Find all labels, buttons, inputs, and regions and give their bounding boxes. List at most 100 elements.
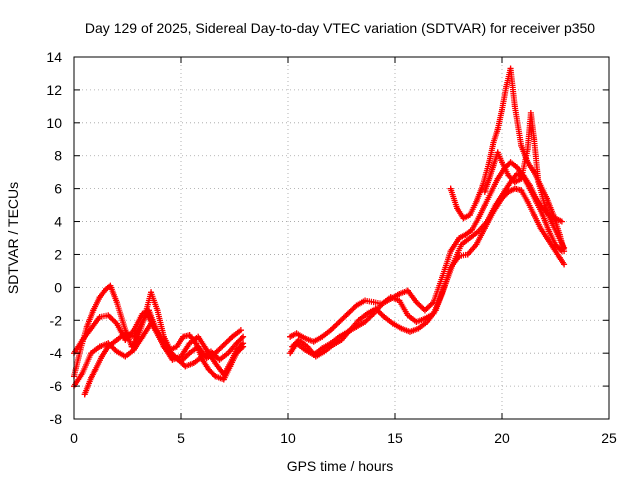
data-point: [240, 333, 247, 340]
data-point: [464, 251, 471, 258]
data-point: [447, 248, 454, 255]
data-point: [173, 343, 180, 350]
series-trace-4: [71, 282, 247, 383]
data-point: [561, 261, 568, 268]
data-point: [527, 109, 534, 116]
data-point: [141, 313, 148, 320]
data-point: [381, 313, 388, 320]
data-point: [543, 235, 550, 241]
data-point: [526, 185, 533, 192]
data-point: [113, 299, 120, 306]
data-point: [499, 106, 505, 113]
data-point: [344, 310, 351, 317]
data-point: [319, 333, 326, 340]
data-point: [212, 373, 219, 380]
data-point: [413, 318, 420, 325]
data-point: [167, 346, 174, 353]
grid: [74, 57, 609, 419]
data-point: [178, 353, 184, 360]
data-point: [389, 320, 396, 327]
y-tick-label: -2: [50, 312, 63, 328]
data-point: [154, 307, 161, 314]
data-point: [552, 241, 559, 248]
data-point: [220, 376, 227, 383]
data-point: [130, 346, 137, 353]
data-point: [287, 333, 294, 340]
y-tick-label: -4: [50, 345, 63, 361]
data-point: [135, 333, 142, 340]
data-point: [494, 175, 501, 182]
data-point: [362, 318, 369, 325]
data-point: [507, 159, 514, 166]
data-point: [458, 241, 465, 248]
data-point: [505, 172, 512, 179]
data-point: [347, 327, 354, 334]
data-point: [105, 343, 112, 350]
data-point: [122, 353, 129, 360]
x-tick-label: 10: [280, 430, 296, 446]
data-point: [192, 340, 199, 347]
y-tick-label: 14: [46, 49, 62, 65]
data-point: [237, 327, 244, 334]
data-point: [396, 290, 403, 297]
data-point: [466, 235, 473, 241]
data-point: [379, 300, 386, 307]
data-point: [494, 149, 501, 156]
data-point: [481, 188, 488, 195]
data-point: [295, 337, 302, 344]
y-tick-label: 8: [54, 148, 62, 164]
data-point: [535, 179, 542, 186]
data-point: [490, 162, 497, 169]
data-point: [220, 341, 227, 348]
data-point: [96, 343, 103, 350]
series-trace-3: [81, 310, 247, 398]
axes: 0 5 10 15 20 25 -8 -6 -4 -2 0 2 4 6 8 10 12 14: [46, 49, 617, 446]
data-point: [541, 202, 548, 209]
data-point: [327, 327, 334, 334]
data-point: [486, 159, 493, 166]
data-point: [92, 366, 99, 373]
data-point: [503, 83, 510, 90]
data-point: [518, 142, 525, 149]
data-point: [406, 328, 413, 335]
data-point: [511, 103, 518, 110]
y-tick-label: 0: [54, 279, 62, 295]
data-point: [203, 346, 210, 353]
data-point: [293, 330, 300, 337]
data-point: [98, 353, 105, 360]
data-point: [186, 332, 193, 339]
data-point: [336, 318, 343, 325]
data-point: [96, 294, 103, 301]
series-trace-7: [289, 170, 565, 360]
data-point: [372, 305, 379, 312]
data-point: [439, 274, 446, 281]
data-point: [396, 297, 403, 304]
data-point: [447, 185, 454, 192]
series-trace-8: [447, 65, 568, 255]
data-point: [113, 320, 120, 327]
data-point: [186, 350, 193, 357]
data-point: [524, 198, 531, 205]
data-point: [424, 318, 431, 325]
data-point: [558, 218, 565, 225]
y-tick-label: -6: [50, 378, 63, 394]
data-point: [362, 297, 369, 304]
data-point: [199, 356, 206, 363]
y-tick-label: 12: [46, 82, 62, 98]
data-point: [182, 363, 189, 370]
data-point: [229, 333, 236, 340]
data-point: [312, 353, 319, 360]
data-point: [546, 228, 553, 235]
y-tick-label: 6: [54, 181, 62, 197]
data-point: [88, 374, 95, 381]
data-point: [113, 348, 120, 355]
data-point: [79, 369, 86, 376]
data-point: [454, 205, 461, 212]
data-point: [233, 350, 240, 357]
data-point: [449, 261, 456, 268]
data-point: [195, 333, 202, 340]
data-point: [513, 170, 520, 177]
data-point: [473, 198, 480, 205]
data-point: [462, 231, 469, 238]
